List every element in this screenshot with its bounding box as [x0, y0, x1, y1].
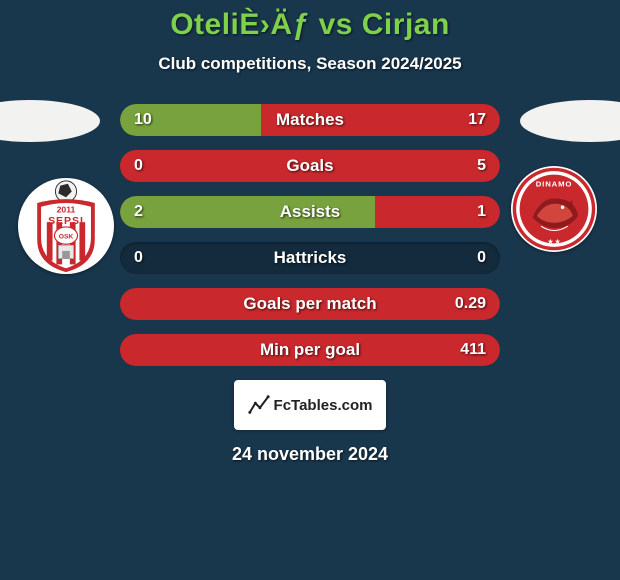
site-logo: FcTables.com [234, 380, 386, 430]
stat-row-min-per-goal: Min per goal 411 [120, 334, 500, 366]
left-column: 2011 SEPSI OSK [0, 104, 120, 274]
left-ellipse [0, 100, 100, 142]
site-logo-text: FcTables.com [274, 397, 373, 414]
right-team-crest: DINAMO ★ ★ [511, 166, 597, 252]
bar-value-right: 1 [477, 203, 486, 221]
bar-value-right: 5 [477, 157, 486, 175]
crest-sub: OSK [59, 233, 74, 240]
crest-team: SEPSI [48, 215, 84, 227]
svg-text:★ ★: ★ ★ [548, 238, 561, 245]
bar-track: Hattricks 0 0 [120, 242, 500, 274]
subtitle: Club competitions, Season 2024/2025 [0, 54, 620, 74]
bar-track: Goals per match 0.29 [120, 288, 500, 320]
bar-track: Assists 2 1 [120, 196, 500, 228]
bar-value-right: 17 [468, 111, 486, 129]
bar-label: Min per goal [260, 340, 360, 360]
comparison-infographic: OteliÈ›Äƒ vs Cirjan Club competitions, S… [0, 0, 620, 580]
bar-value-left: 0 [134, 157, 143, 175]
bar-track: Goals 0 5 [120, 150, 500, 182]
bar-label: Matches [276, 110, 344, 130]
bar-value-right: 411 [460, 341, 486, 359]
bar-value-left: 2 [134, 203, 143, 221]
bar-label: Goals [286, 156, 333, 176]
crest-year: 2011 [57, 205, 76, 215]
stat-row-goals-per-match: Goals per match 0.29 [120, 288, 500, 320]
bar-track: Min per goal 411 [120, 334, 500, 366]
bar-value-right: 0.29 [455, 295, 486, 313]
bar-label: Assists [280, 202, 340, 222]
right-ellipse [520, 100, 620, 142]
bar-track: Matches 10 17 [120, 104, 500, 136]
bar-value-left: 0 [134, 249, 143, 267]
bar-label: Hattricks [274, 248, 347, 268]
bar-label: Goals per match [243, 294, 376, 314]
crest-sepsi-svg: 2011 SEPSI OSK [18, 178, 114, 274]
left-team-crest: 2011 SEPSI OSK [18, 178, 114, 274]
stat-bars: Matches1017Goals05Assists21Hattricks00Go… [120, 104, 500, 366]
right-column: DINAMO ★ ★ [500, 104, 620, 252]
middle-row: 2011 SEPSI OSK Matches1017Goals05Assists… [0, 104, 620, 366]
stat-row-assists: Assists 2 1 [120, 196, 500, 228]
crest-dinamo-text: DINAMO [536, 180, 573, 189]
stat-row-goals: Goals 0 5 [120, 150, 500, 182]
stat-row-hattricks: Hattricks 0 0 [120, 242, 500, 274]
title: OteliÈ›Äƒ vs Cirjan [0, 8, 620, 42]
bar-value-right: 0 [477, 249, 486, 267]
bar-value-left: 10 [134, 111, 152, 129]
date: 24 november 2024 [0, 444, 620, 465]
chart-icon [248, 394, 270, 416]
stat-row-matches: Matches 10 17 [120, 104, 500, 136]
crest-dinamo-svg: DINAMO ★ ★ [511, 166, 597, 252]
